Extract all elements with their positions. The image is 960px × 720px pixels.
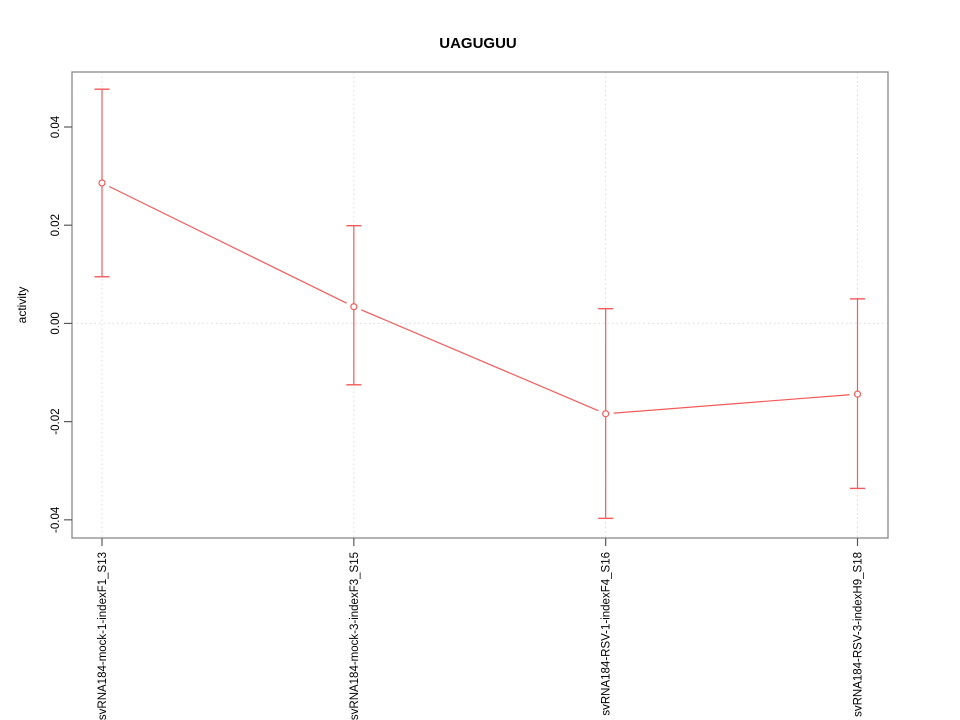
y-tick-label: -0.04 bbox=[50, 506, 62, 533]
y-tick-label: 0.04 bbox=[50, 115, 62, 138]
plot-border bbox=[71, 71, 889, 539]
data-point-marker bbox=[350, 303, 358, 311]
data-point-marker bbox=[98, 179, 106, 187]
y-axis-label: activity bbox=[15, 287, 29, 324]
x-tick-label: svRNA184-mock-1-indexF1_S13 bbox=[97, 552, 109, 720]
y-tick-label: 0.02 bbox=[50, 214, 62, 236]
series-line-segment bbox=[613, 394, 850, 414]
x-tick-label: svRNA184-RSV-3-indexH9_S18 bbox=[853, 552, 865, 717]
x-tick-label: svRNA184-RSV-1-indexF4_S16 bbox=[601, 552, 613, 716]
y-tick-label: -0.02 bbox=[50, 409, 62, 435]
series-line-segment bbox=[360, 309, 599, 412]
data-point-marker bbox=[602, 410, 610, 418]
y-tick-label: 0.00 bbox=[50, 312, 62, 334]
data-point-marker bbox=[853, 390, 862, 398]
x-tick-label: svRNA184-mock-3-indexF3_S15 bbox=[349, 552, 361, 720]
series-line-segment bbox=[108, 185, 347, 304]
chart-title: UAGUGUU bbox=[439, 35, 517, 52]
